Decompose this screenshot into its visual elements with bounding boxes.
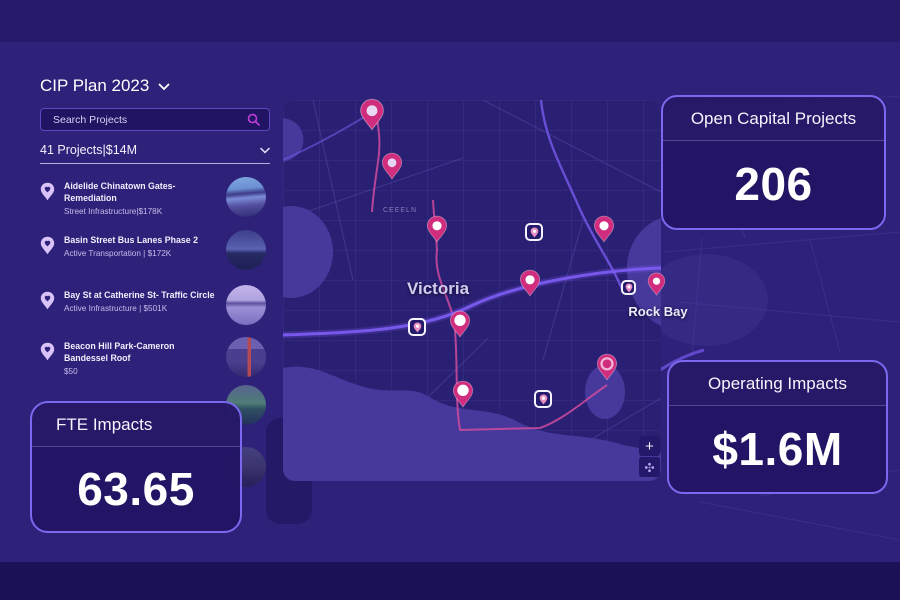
project-subtitle: Active Transportation | $172K [64,249,172,258]
map-pin[interactable] [647,272,666,301]
open-capital-projects-title: Open Capital Projects [663,97,884,141]
search-input[interactable] [41,113,247,126]
map-cluster-button[interactable] [639,457,660,477]
location-pin-icon [40,291,57,315]
chevron-down-icon [158,76,170,96]
map-badge-marker[interactable] [408,318,426,336]
project-thumbnail [226,230,266,270]
location-pin-icon [40,236,57,260]
bottom-bar [0,562,900,600]
map-pin[interactable] [449,310,471,343]
map-pin[interactable] [452,380,474,413]
map-badge-marker[interactable] [621,280,636,295]
project-title: Bay St at Catherine St- Traffic Circle [64,290,215,300]
project-subtitle: Street Infrastructure|$178K [64,207,163,216]
map-pin[interactable] [593,215,615,248]
search-box [40,108,270,131]
map-zoom-controls: + [639,436,660,478]
divider [40,163,270,164]
operating-impacts-card: Operating Impacts $1.6M [667,360,888,494]
project-list-item[interactable]: Beacon Hill Park-Cameron Bandessel Roof … [40,337,270,377]
project-list-item[interactable]: Basin Street Bus Lanes Phase 2 Active Tr… [40,230,270,270]
project-title: Beacon Hill Park-Cameron Bandessel Roof [64,341,175,363]
plan-selector-dropdown[interactable]: CIP Plan 2023 [40,76,170,96]
project-summary-toggle[interactable]: 41 Projects|$14M [40,143,270,157]
location-pin-icon [40,342,57,377]
fte-impacts-card: FTE Impacts 63.65 [30,401,242,533]
chevron-down-icon [260,143,270,157]
map-canvas[interactable] [283,100,661,481]
open-capital-projects-value: 206 [734,158,813,210]
fte-impacts-value: 63.65 [77,462,195,515]
operating-impacts-title: Operating Impacts [669,362,886,406]
location-pin-icon [40,182,57,217]
project-thumbnail [226,337,266,377]
top-bar [0,0,900,42]
project-subtitle: Active Infrastructure | $501K [64,304,168,313]
project-subtitle: $50 [64,367,78,376]
plan-selector-label: CIP Plan 2023 [40,76,150,95]
project-thumbnail [226,285,266,325]
map-pin[interactable] [519,269,541,302]
zoom-in-label: + [645,437,654,455]
map-badge-marker[interactable] [534,390,552,408]
project-thumbnail [226,177,266,217]
map-pin[interactable] [359,98,385,136]
map-badge-marker[interactable] [525,223,543,241]
open-capital-projects-card: Open Capital Projects 206 [661,95,886,230]
fte-impacts-title: FTE Impacts [32,403,240,447]
cluster-dots-icon [644,462,655,472]
map-pin[interactable] [426,215,448,248]
project-summary-label: 41 Projects|$14M [40,143,138,157]
zoom-in-button[interactable]: + [639,436,660,456]
search-icon[interactable] [247,113,260,126]
project-list-item[interactable]: Aidelide Chinatown Gates-Remediation Str… [40,177,270,217]
project-title: Basin Street Bus Lanes Phase 2 [64,235,198,245]
project-list-item[interactable]: Bay St at Catherine St- Traffic Circle A… [40,285,270,325]
map-pin[interactable] [596,353,618,386]
project-title: Aidelide Chinatown Gates-Remediation [64,181,176,203]
map-pin[interactable] [381,152,403,185]
operating-impacts-value: $1.6M [712,422,843,475]
